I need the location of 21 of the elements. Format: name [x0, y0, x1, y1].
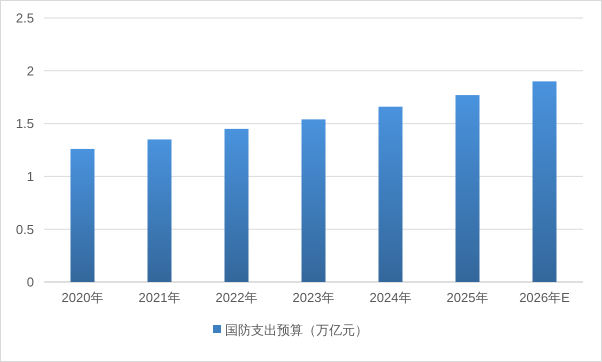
bar	[148, 139, 172, 282]
x-tick-label: 2026年E	[519, 290, 570, 305]
y-tick-label: 0.5	[16, 222, 34, 237]
bar	[378, 106, 402, 282]
x-tick-label: 2025年	[446, 290, 488, 305]
bar	[70, 148, 94, 282]
bar	[224, 128, 248, 282]
bar	[532, 81, 556, 282]
x-tick-label: 2020年	[62, 290, 104, 305]
y-tick-label: 0	[26, 274, 34, 290]
y-tick-label: 1	[26, 168, 34, 184]
legend-label: 国防支出预算（万亿元）	[225, 322, 368, 338]
y-tick-label: 1.5	[16, 116, 34, 132]
bar	[456, 95, 480, 282]
bar	[302, 119, 326, 282]
x-tick-label: 2021年	[138, 290, 180, 305]
x-tick-label: 2024年	[370, 290, 412, 305]
y-tick-label: 2	[26, 63, 34, 78]
x-tick-label: 2023年	[292, 290, 334, 305]
x-tick-label: 2022年	[216, 290, 258, 305]
y-tick-label: 2.5	[16, 10, 34, 26]
